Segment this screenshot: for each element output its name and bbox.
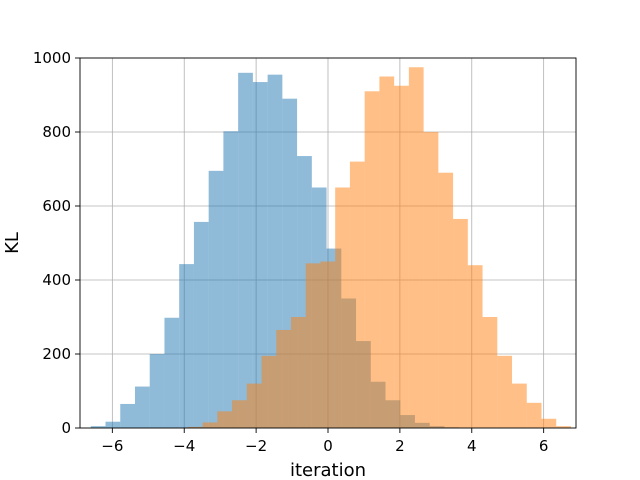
bars [90,67,571,429]
histogram-bar-series-2 [408,67,424,428]
histogram-bar-series-2 [541,418,557,428]
histogram-bar-series-2 [187,426,203,428]
y-tick-label: 600 [42,197,71,215]
histogram-bar-series-1 [223,131,239,428]
histogram-bar-series-2 [364,91,380,429]
y-tick-label: 0 [61,419,71,437]
x-tick-label: −6 [101,437,123,455]
histogram-bar-series-2 [232,400,247,428]
histogram-bar-series-2 [467,265,483,428]
histogram-bar-series-2 [526,402,542,428]
x-tick-label: 6 [539,437,549,455]
x-tick-label: −4 [173,437,195,455]
histogram-bar-series-1 [164,317,180,428]
y-tick-label: 800 [42,123,71,141]
histogram-bar-series-2 [276,329,291,428]
histogram-bar-series-1 [238,72,253,429]
histogram-bar-series-2 [453,218,468,428]
histogram-bar-series-2 [423,132,439,428]
histogram-bar-series-1 [134,386,150,428]
x-tick-label: 2 [395,437,405,455]
y-tick-label: 400 [42,271,71,289]
histogram-bar-series-1 [120,403,135,428]
histogram-bar-series-2 [290,317,306,428]
x-axis: −6 −4 −2 0 2 4 6 [101,428,548,455]
histogram-bar-series-2 [246,383,262,428]
y-axis: 0 200 400 600 800 1000 [33,49,80,437]
histogram-bar-series-1 [149,354,165,428]
x-tick-label: 0 [323,437,333,455]
histogram-bar-series-2 [305,263,321,428]
histogram-bar-series-1 [193,221,209,428]
histogram-bar-series-1 [252,82,268,429]
histogram-bar-series-1 [179,264,194,428]
histogram-bar-series-2 [202,422,218,428]
histogram-bar-series-2 [512,383,527,428]
histogram-bar-series-2 [349,161,365,428]
histogram-bar-series-2 [335,187,350,428]
histogram-bar-series-2 [320,261,336,428]
histogram-bar-series-2 [394,85,409,428]
histogram-bar-series-2 [497,355,513,428]
y-tick-label: 1000 [33,49,71,67]
y-axis-label: KL [2,232,23,254]
y-tick-label: 200 [42,345,71,363]
histogram-bar-series-2 [556,426,571,428]
x-axis-label: iteration [290,460,366,480]
x-tick-label: 4 [467,437,477,455]
histogram-bar-series-2 [261,355,277,428]
histogram-bar-series-1 [208,170,224,428]
histogram-bar-series-2 [482,317,498,428]
histogram-bar-series-2 [217,411,233,428]
histogram-bar-series-1 [90,426,106,428]
x-tick-label: −2 [245,437,267,455]
histogram-bar-series-2 [379,76,395,428]
histogram-bar-series-1 [105,421,121,428]
histogram-bar-series-2 [438,172,454,428]
